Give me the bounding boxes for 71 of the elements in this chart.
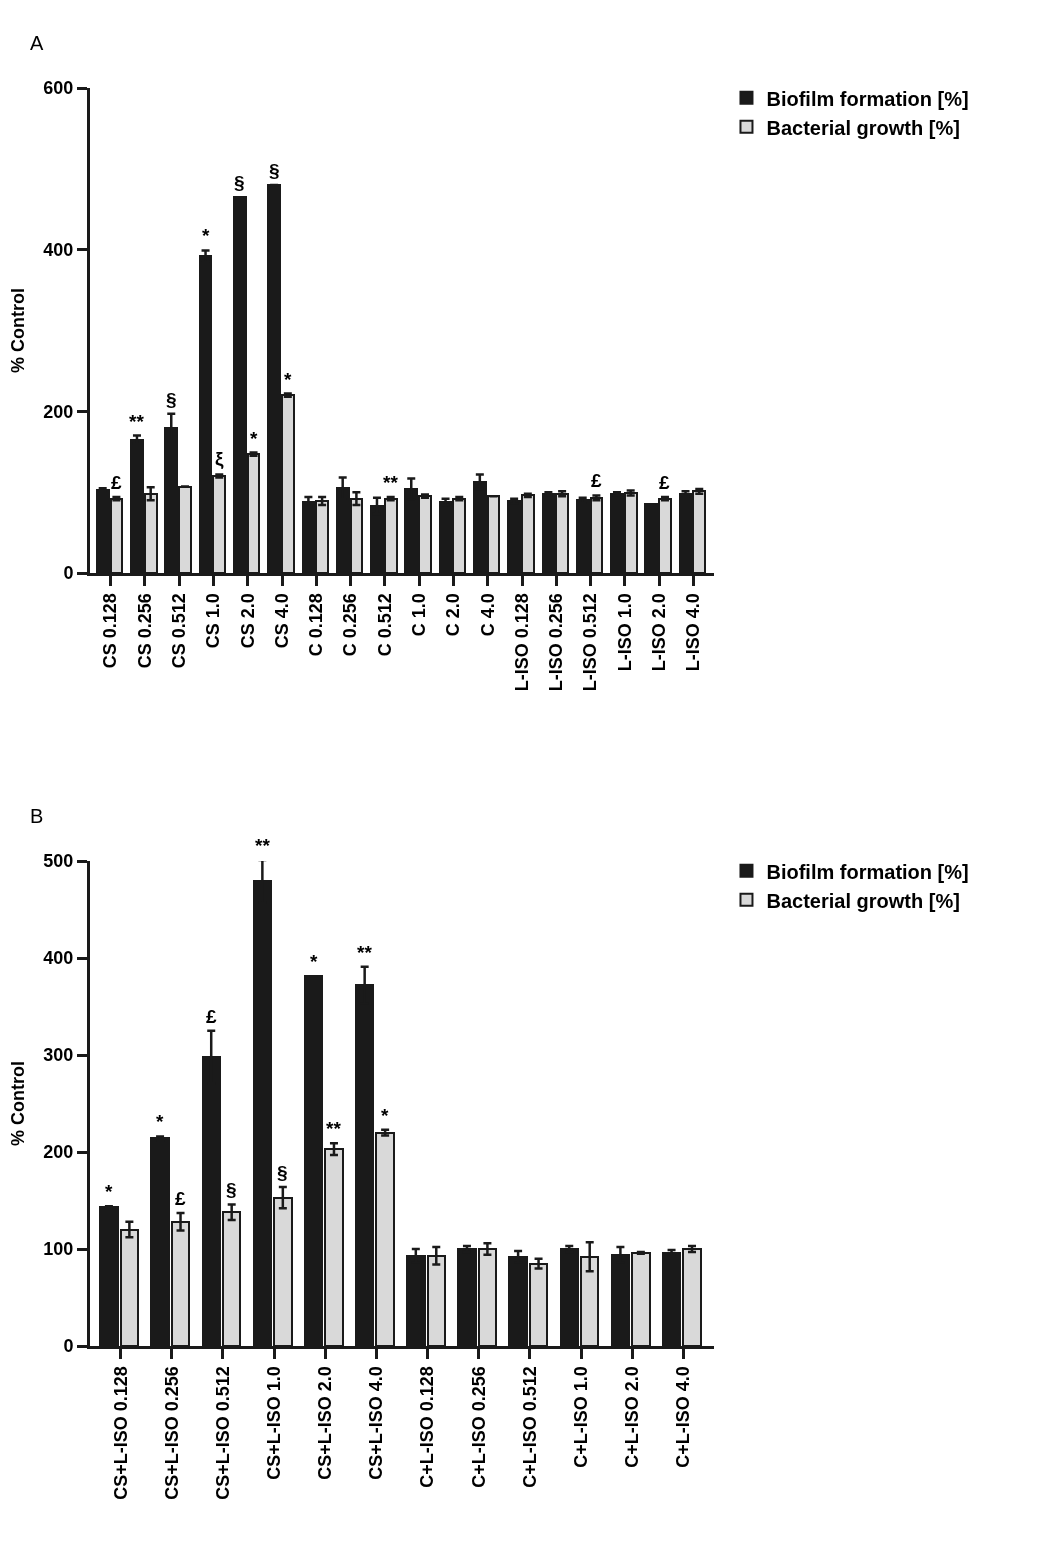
annotation: ** — [383, 472, 399, 493]
annotation: § — [234, 172, 245, 193]
annotation: ** — [255, 835, 271, 856]
annotation: * — [105, 1181, 113, 1202]
x-tick-label: CS+L-ISO 4.0 — [366, 1366, 387, 1480]
x-tick-label: CS 4.0 — [271, 593, 292, 649]
x-tick-label: CS+L-ISO 1.0 — [263, 1366, 284, 1480]
x-tick-label: CS+L-ISO 0.256 — [161, 1366, 182, 1500]
x-tick-label: L-ISO 0.512 — [580, 593, 601, 692]
annotation: £ — [175, 1188, 186, 1209]
legend-label: Bacterial growth [%] — [766, 116, 960, 139]
x-tick-label: CS 0.128 — [100, 593, 121, 669]
y-tick-label: 400 — [43, 948, 74, 969]
annotation: £ — [111, 472, 122, 493]
x-tick-label: C+L-ISO 0.128 — [417, 1366, 438, 1488]
x-tick-label: C+L-ISO 4.0 — [673, 1366, 694, 1468]
y-tick-label: 600 — [43, 78, 74, 99]
x-tick-label: L-ISO 2.0 — [648, 593, 669, 672]
x-tick-label: CS 2.0 — [237, 593, 258, 649]
annotation: § — [277, 1162, 288, 1183]
annotation: ξ — [215, 448, 224, 470]
x-tick-label: CS+L-ISO 2.0 — [315, 1366, 336, 1480]
x-tick-label: C+L-ISO 1.0 — [570, 1366, 591, 1468]
x-tick-label: C 0.512 — [374, 593, 395, 657]
x-tick-label: CS+L-ISO 0.128 — [110, 1366, 131, 1500]
chart-title: A — [30, 32, 44, 54]
annotation: ** — [129, 411, 145, 432]
x-tick-label: C 2.0 — [443, 593, 464, 637]
y-tick-label: 400 — [43, 239, 74, 260]
annotation: * — [250, 428, 258, 449]
x-tick-label: C 4.0 — [477, 593, 498, 637]
y-tick-label: 0 — [63, 563, 74, 584]
annotation: £ — [206, 1006, 217, 1027]
annotation: £ — [659, 472, 670, 493]
x-tick-label: L-ISO 0.256 — [546, 593, 567, 692]
y-axis-title: % Control — [7, 1061, 28, 1146]
x-tick-label: L-ISO 4.0 — [683, 593, 704, 672]
y-tick-label: 500 — [43, 851, 74, 872]
annotation: § — [269, 160, 280, 181]
x-tick-label: C 1.0 — [408, 593, 429, 637]
y-tick-label: 0 — [63, 1336, 74, 1357]
annotation: * — [310, 951, 318, 972]
annotation: § — [166, 389, 177, 410]
x-tick-label: CS 0.512 — [168, 593, 189, 669]
x-tick-label: C+L-ISO 0.256 — [468, 1366, 489, 1488]
annotation: § — [226, 1179, 237, 1200]
x-tick-label: CS 1.0 — [203, 593, 224, 649]
x-tick-label: L-ISO 0.128 — [511, 593, 532, 692]
annotation: * — [381, 1105, 389, 1126]
legend-label: Bacterial growth [%] — [766, 889, 960, 912]
chart-title: B — [30, 805, 44, 827]
x-tick-label: C 0.256 — [340, 593, 361, 657]
legend-label: Biofilm formation [%] — [766, 87, 969, 110]
x-tick-label: C+L-ISO 2.0 — [622, 1366, 643, 1468]
y-tick-label: 100 — [43, 1239, 74, 1260]
legend-label: Biofilm formation [%] — [766, 860, 969, 883]
annotation: ** — [326, 1118, 342, 1139]
annotation: £ — [591, 470, 602, 491]
annotation: * — [284, 369, 292, 390]
annotation: * — [156, 1111, 164, 1132]
x-tick-label: CS+L-ISO 0.512 — [212, 1366, 233, 1500]
y-tick-label: 200 — [43, 401, 74, 422]
x-tick-label: C+L-ISO 0.512 — [519, 1366, 540, 1488]
y-tick-label: 200 — [43, 1142, 74, 1163]
annotation: * — [202, 225, 210, 246]
x-tick-label: C 0.128 — [306, 593, 327, 657]
x-tick-label: L-ISO 1.0 — [614, 593, 635, 672]
y-tick-label: 300 — [43, 1045, 74, 1066]
annotation: ** — [357, 942, 373, 963]
x-tick-label: CS 0.256 — [134, 593, 155, 669]
y-axis-title: % Control — [7, 288, 28, 373]
